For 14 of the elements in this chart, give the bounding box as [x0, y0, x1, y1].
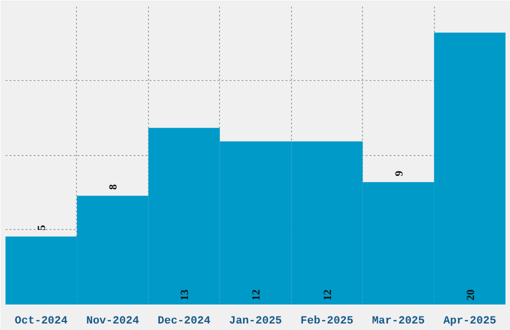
x-tick-label: Dec-2024 [158, 316, 211, 328]
x-tick-label: Apr-2025 [443, 316, 497, 328]
x-tick-label: Jan-2025 [229, 316, 282, 328]
x-tick-label: Feb-2025 [300, 316, 354, 328]
x-tick-label: Oct-2024 [14, 316, 68, 328]
data-label: 12 [250, 289, 262, 300]
data-label: 13 [179, 289, 192, 300]
x-tick-label: Mar-2025 [372, 316, 426, 328]
data-label: 5 [36, 224, 48, 231]
data-label: 20 [464, 289, 477, 300]
x-tick-label: Nov-2024 [86, 316, 140, 328]
data-label: 9 [393, 170, 406, 176]
data-label: 8 [108, 184, 120, 190]
data-label: 12 [322, 289, 334, 300]
